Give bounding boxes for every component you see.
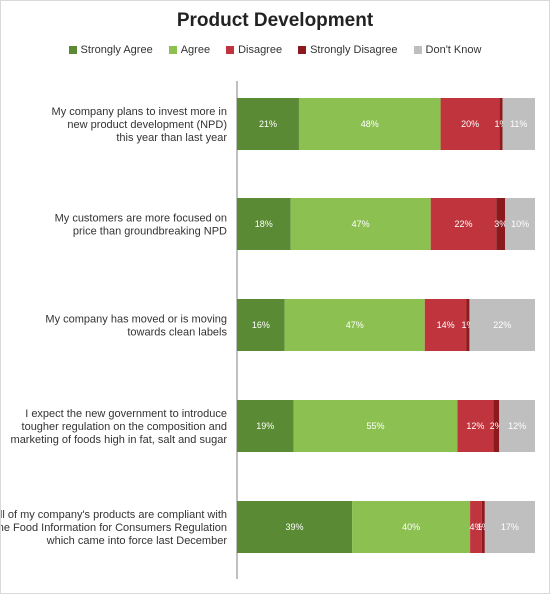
category-label-line: My company has moved or is moving: [45, 314, 227, 326]
bar-segment: [469, 299, 535, 351]
data-label: 16%: [252, 320, 270, 330]
bar-segment: [237, 98, 299, 150]
legend-label: Strongly Disagree: [310, 44, 398, 56]
data-label: 1%: [477, 522, 490, 532]
bar-segment: [481, 501, 485, 553]
category-label-line: the Food Information for Consumers Regul…: [1, 522, 227, 534]
data-label: 12%: [466, 421, 484, 431]
bar-segment: [502, 98, 535, 150]
legend-item: Don't Know: [413, 44, 482, 56]
category-label-line: My customers are more focused on: [55, 213, 227, 225]
data-label: 21%: [259, 119, 277, 129]
legend-item: Strongly Agree: [68, 44, 153, 56]
legend-swatch: [298, 46, 307, 54]
chart-title: Product Development: [176, 10, 374, 31]
category-label-line: towards clean labels: [127, 327, 227, 339]
category-label-line: price than groundbreaking NPD: [73, 226, 227, 238]
data-label: 3%: [494, 219, 507, 229]
legend-label: Disagree: [238, 44, 283, 56]
data-label: 48%: [361, 119, 379, 129]
legend-swatch: [168, 46, 177, 54]
bar-segment: [499, 98, 503, 150]
category-label: My company has moved or is moving towards…: [45, 314, 227, 339]
category-label: My company plans to invest more in new pr…: [52, 106, 228, 144]
data-label: 14%: [437, 320, 455, 330]
bar-segment: [499, 400, 535, 452]
legend-item: Strongly Disagree: [298, 44, 398, 56]
data-label: 4%: [469, 522, 482, 532]
category-label-line: I expect the new government to introduce: [25, 408, 227, 420]
legend-label: Don't Know: [425, 44, 482, 56]
data-label: 22%: [454, 219, 472, 229]
data-label: 40%: [402, 522, 420, 532]
bar-segment: [466, 299, 470, 351]
category-label-line: All of my company's products are complia…: [1, 509, 227, 521]
legend-swatch: [68, 46, 77, 54]
data-label: 11%: [510, 119, 527, 129]
data-label: 10%: [511, 219, 529, 229]
bar-segment: [237, 400, 294, 452]
category-label-line: My company plans to invest more in: [52, 106, 227, 118]
bar-segment: [237, 198, 291, 250]
category-label-line: this year than last year: [116, 132, 227, 144]
bar-segment: [290, 198, 431, 250]
data-label: 47%: [352, 219, 370, 229]
bar-segment: [430, 198, 497, 250]
bar-segment: [424, 299, 467, 351]
bar-segment: [493, 400, 500, 452]
bar-segment: [457, 400, 494, 452]
bar-segment: [284, 299, 425, 351]
category-label: All of my company's products are complia…: [1, 509, 227, 547]
legend-label: Strongly Agree: [80, 44, 153, 56]
category-label-line: which came into force last December: [46, 535, 228, 547]
legend-item: Agree: [168, 44, 211, 56]
bar-segment: [484, 501, 535, 553]
bar-segment: [440, 98, 500, 150]
category-label-line: tougher regulation on the composition an…: [22, 421, 227, 433]
legend-swatch: [226, 46, 235, 54]
category-label-line: marketing of foods high in fat, salt and…: [11, 434, 228, 446]
legend-item: Disagree: [226, 44, 282, 56]
data-label: 18%: [255, 219, 273, 229]
data-label: 1%: [461, 320, 474, 330]
data-label: 39%: [286, 522, 304, 532]
data-label: 19%: [256, 421, 274, 431]
legend: Strongly Agree Agree Disagree Strongly Disa…: [1, 44, 549, 56]
data-label: 47%: [346, 320, 364, 330]
bar-segment: [470, 501, 482, 553]
data-label: 22%: [493, 320, 511, 330]
data-label: 20%: [461, 119, 479, 129]
category-label: My customers are more focused on price th…: [55, 213, 227, 238]
bar-segment: [505, 198, 535, 250]
category-label-line: new product development (NPD): [67, 119, 227, 131]
bar-segment: [496, 198, 506, 250]
data-label: 1%: [495, 119, 508, 129]
bar-segment: [237, 299, 285, 351]
data-label: 12%: [508, 421, 526, 431]
data-label: 17%: [501, 522, 519, 532]
bar-segment: [352, 501, 471, 553]
legend-swatch: [413, 46, 422, 54]
bar-segment: [298, 98, 441, 150]
data-label: 2%: [490, 421, 503, 431]
bar-segment: [237, 501, 353, 553]
legend-label: Agree: [180, 44, 211, 56]
data-label: 55%: [367, 421, 385, 431]
bar-segment: [293, 400, 458, 452]
category-label: I expect the new government to introduce…: [11, 408, 228, 446]
